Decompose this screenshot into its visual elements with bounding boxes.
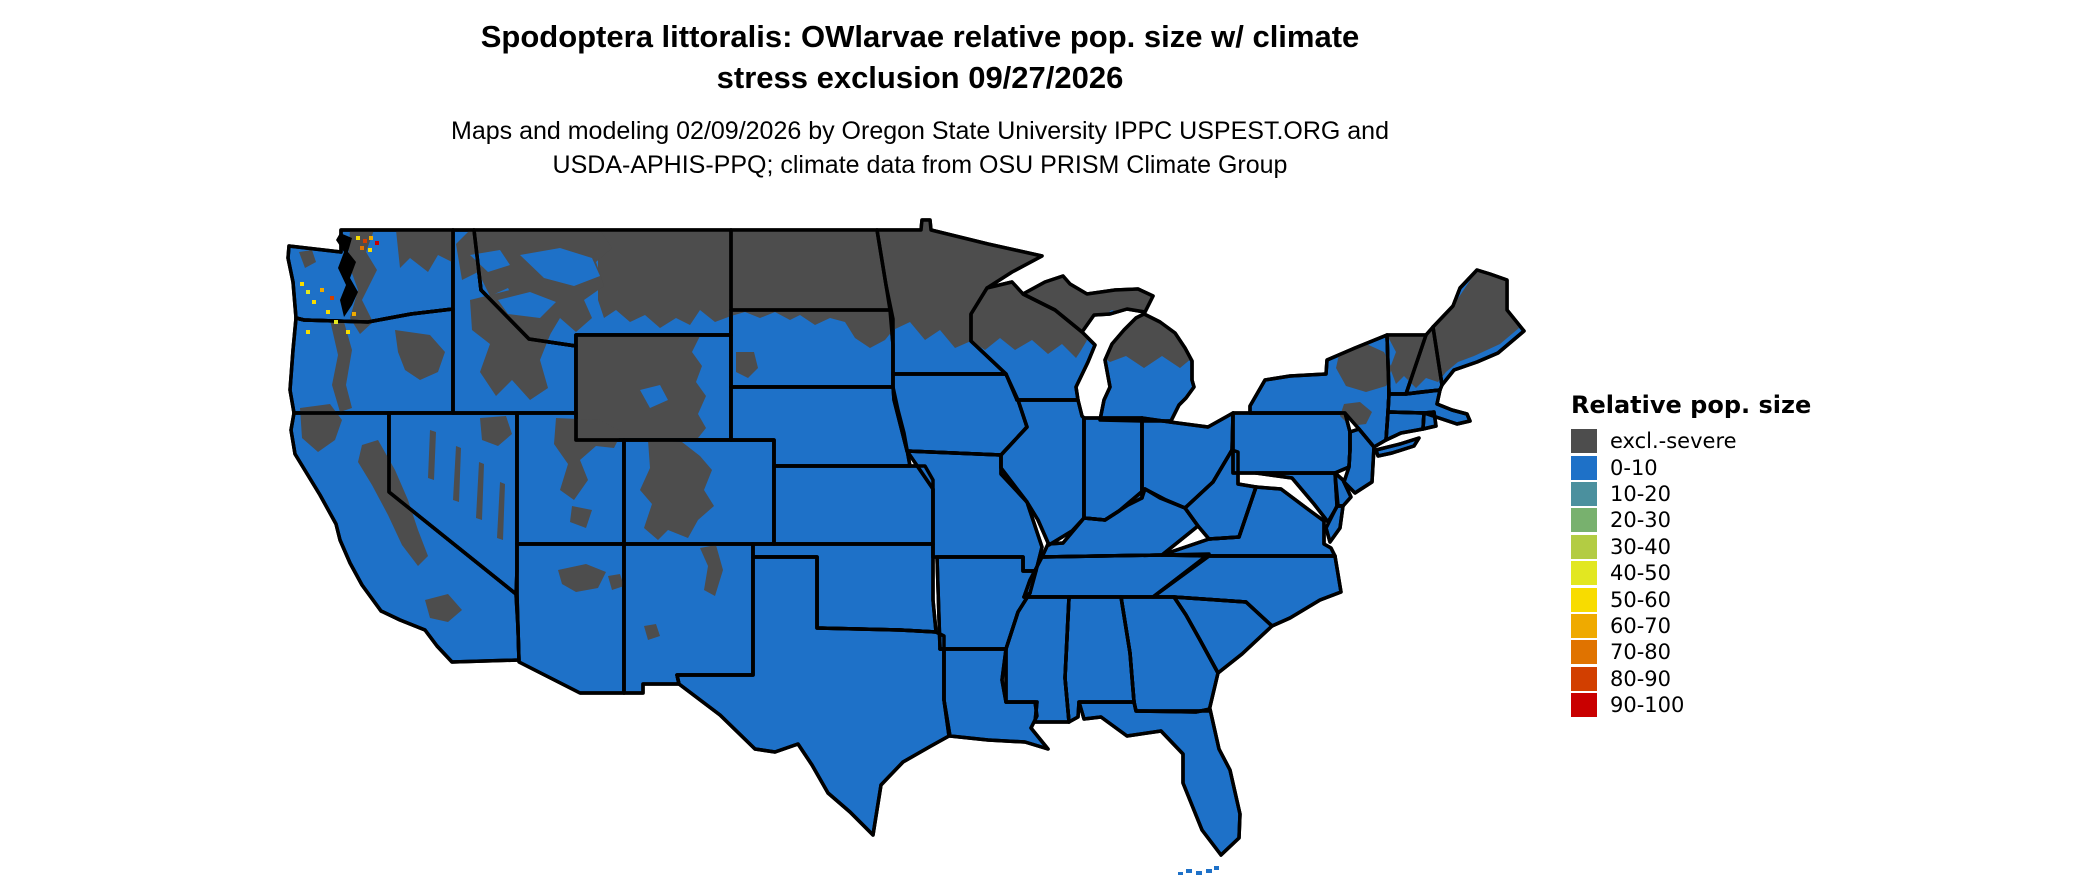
figure-subtitle-line2: USDA-APHIS-PPQ; climate data from OSU PR… [552,151,1288,179]
legend-items: excl.-severe 0-10 10-20 20-30 30-40 40-50 50-6… [1571,428,1811,718]
excluded-nevada-ridge [453,446,461,502]
legend-label: 80-90 [1610,666,1672,691]
legend-swatch [1571,666,1597,691]
legend-swatch [1571,455,1597,480]
legend-item: 50-60 [1571,586,1811,612]
legend-swatch [1571,640,1597,665]
figure-subtitle-line1: Maps and modeling 02/09/2026 by Oregon S… [451,117,1389,145]
legend-item: 30-40 [1571,534,1811,560]
excluded-white-mountains [608,574,624,590]
legend-swatch [1571,693,1597,718]
excluded-black-hills [736,352,758,378]
excluded-sangre-de-cristo [700,545,723,596]
state-shape [891,372,1029,457]
state-shape [1077,700,1242,857]
legend-label: excl.-severe [1610,429,1737,454]
state-shape [772,464,935,546]
legend-label: 90-100 [1610,693,1685,718]
florida-keys [1178,866,1219,875]
legend-swatch [1571,429,1597,454]
legend-label: 50-60 [1610,587,1672,612]
map-valley-patches [470,248,668,408]
excluded-adirondacks [1336,342,1392,392]
legend-label: 60-70 [1610,613,1672,638]
legend-item: excl.-severe [1571,428,1811,454]
excluded-new-england [1387,270,1519,388]
excluded-nevada-ridge [476,462,484,520]
excluded-north-band [598,220,1160,358]
excluded-central-idaho [470,290,552,400]
legend-label: 10-20 [1610,481,1672,506]
excluded-gila [644,624,660,640]
legend-label: 70-80 [1610,640,1672,665]
legend-title: Relative pop. size [1571,391,1812,419]
excluded-nevada-ridge [428,430,436,480]
map-warm-specks [300,236,379,334]
puget-sound-inlet [336,233,358,317]
legend-item: 80-90 [1571,666,1811,692]
figure-title-line2: stress exclusion 09/27/2026 [716,60,1124,95]
legend-swatch [1571,587,1597,612]
excluded-socal-mountains [425,594,462,622]
legend-item: 0-10 [1571,454,1811,480]
legend-swatch [1571,613,1597,638]
legend-swatch [1571,508,1597,533]
excluded-ne-washington [396,230,452,272]
state-shape [1231,411,1352,475]
legend-label: 30-40 [1610,534,1672,559]
excluded-klamath [300,404,342,452]
excluded-washington-cascades [348,230,377,334]
legend-item: 20-30 [1571,507,1811,533]
legend-swatch [1571,534,1597,559]
legend-item: 90-100 [1571,692,1811,718]
legend-label: 0-10 [1610,455,1658,480]
excluded-ne-nevada [480,416,512,446]
excluded-blue-mountains [395,330,445,380]
excluded-nevada-ridge [497,482,505,540]
legend-item: 60-70 [1571,613,1811,639]
legend-item: 40-50 [1571,560,1811,586]
map-legend: Relative pop. size excl.-severe 0-10 10-20… [1571,391,1811,718]
excluded-oregon-cascades [330,320,352,412]
figure-title-line1: Spodoptera littoralis: OWlarvae relative… [480,19,1360,54]
legend-swatch [1571,481,1597,506]
excluded-mogollon [558,564,606,592]
legend-label: 20-30 [1610,508,1672,533]
excluded-sierra-nevada [358,440,428,566]
excluded-colorado-rockies [640,440,714,540]
excluded-wyoming [578,336,706,438]
excluded-utah-south [570,506,592,528]
figure-subtitle: Maps and modeling 02/09/2026 by Oregon S… [0,114,1840,182]
legend-swatch [1571,561,1597,586]
excluded-olympics [299,250,316,268]
figure-header: Spodoptera littoralis: OWlarvae relative… [0,16,1840,182]
legend-item: 10-20 [1571,481,1811,507]
legend-item: 70-80 [1571,639,1811,665]
legend-label: 40-50 [1610,561,1672,586]
state-shape [622,542,755,695]
